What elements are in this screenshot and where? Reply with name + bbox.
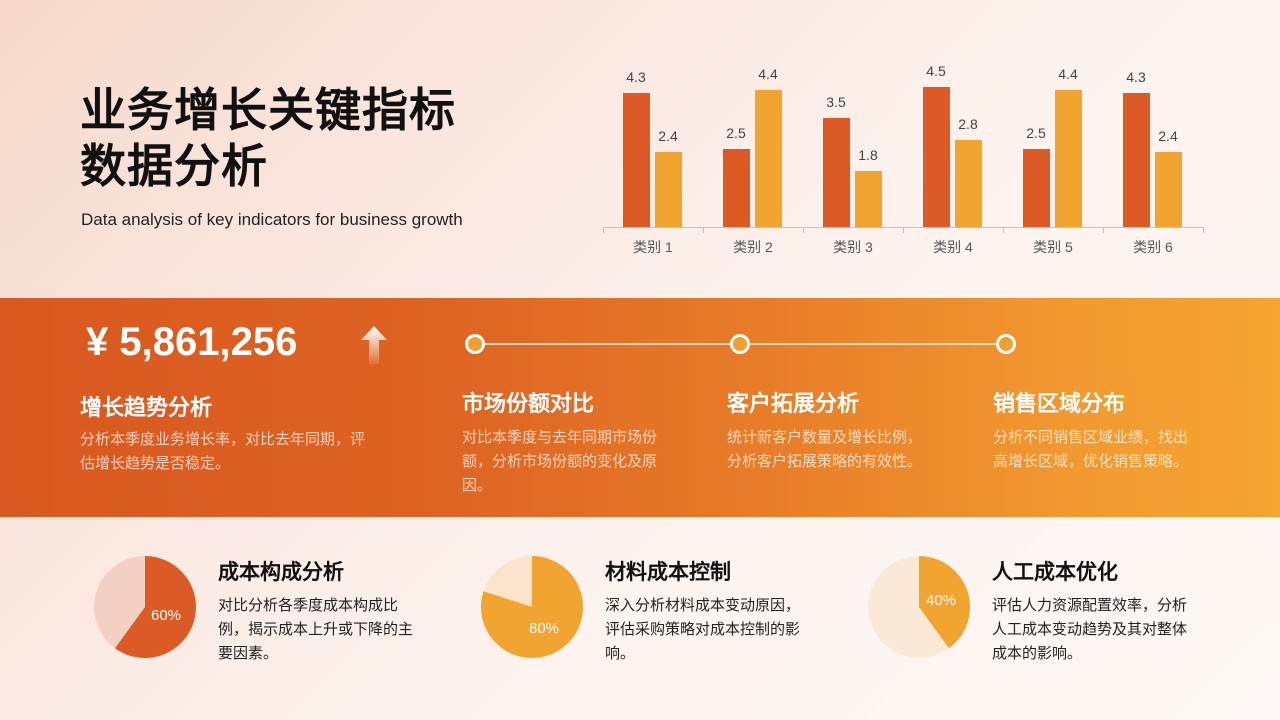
total-amount: ¥ 5,861,256 [86, 320, 298, 364]
pie-chart-cost-composition [94, 556, 196, 658]
bar [1055, 90, 1082, 227]
bar-group: 4.5 2.8 [903, 50, 1003, 227]
pie-chart-labor-cost [868, 556, 970, 658]
title-line-2: 数据分析 [80, 139, 268, 193]
band-item-title: 市场份额对比 [462, 392, 595, 417]
bar-chart: 4.3 2.4 类别 1 2.5 4.4 类别 2 3.5 1.8 类别 3 4.5 2.8 类别 4… [603, 50, 1204, 270]
cost-text: 深入分析材料成本变动原因，评估采购策略对成本控制的影响。 [605, 597, 801, 662]
subtitle: Data analysis of key indicators for busi… [81, 210, 463, 229]
bar-group: 4.3 2.4 [1103, 50, 1203, 227]
cost-text: 评估人力资源配置效率，分析人工成本变动趋势及其对整体成本的影响。 [992, 597, 1188, 662]
axis-tick [603, 227, 604, 233]
category-label: 类别 3 [833, 239, 873, 255]
bar [655, 152, 682, 227]
cost-title: 人工成本优化 [992, 560, 1118, 584]
bar-group: 3.5 1.8 [803, 50, 903, 227]
bar [855, 171, 882, 227]
bar-value-label: 4.5 [926, 63, 946, 79]
bar-value-label: 2.5 [1026, 125, 1046, 142]
cost-title: 材料成本控制 [605, 560, 731, 584]
axis-tick [803, 227, 804, 233]
pie-percent: 60% [151, 607, 182, 624]
bar-group: 4.3 2.4 [603, 50, 703, 227]
bar [823, 118, 850, 227]
axis-tick [1003, 227, 1004, 233]
cost-text: 对比分析各季度成本构成比例，揭示成本上升或下降的主要因素。 [218, 597, 414, 662]
axis-tick [1103, 227, 1104, 233]
pie-chart-material-cost [481, 556, 583, 658]
bar [723, 149, 750, 227]
band-item-text: 统计新客户数量及增长比例，分析客户拓展策略的有效性。 [727, 429, 923, 470]
band-item-title: 增长趋势分析 [80, 396, 213, 421]
page-title: 业务增长关键指标 数据分析 [80, 82, 456, 194]
timeline-dot [730, 334, 750, 354]
category-label: 类别 4 [933, 239, 973, 255]
axis-tick [903, 227, 904, 233]
band-item-text: 分析本季度业务增长率，对比去年同期，评估增长趋势是否稳定。 [80, 431, 366, 472]
bar-value-label: 2.4 [1158, 128, 1178, 145]
title-line-1: 业务增长关键指标 [80, 83, 456, 137]
arrow-up-icon [361, 326, 387, 364]
bar-value-label: 2.4 [658, 128, 678, 145]
bar-value-label: 2.8 [958, 115, 978, 132]
bar-value-label: 4.3 [1126, 69, 1146, 86]
axis-tick [703, 227, 704, 233]
bar-value-label: 1.8 [858, 147, 878, 163]
bar [1123, 93, 1150, 227]
bar-group: 2.5 4.4 [703, 50, 803, 227]
category-label: 类别 5 [1033, 239, 1073, 255]
band-item-text: 对比本季度与去年同期市场份额，分析市场份额的变化及原因。 [462, 429, 658, 494]
bar [1023, 149, 1050, 227]
bar-group: 2.5 4.4 [1003, 50, 1103, 227]
category-label: 类别 1 [633, 239, 673, 255]
bar [923, 87, 950, 227]
pie-percent: 40% [926, 592, 957, 609]
bar [1155, 152, 1182, 227]
bar [623, 93, 650, 227]
bar [755, 90, 782, 227]
cost-title: 成本构成分析 [218, 560, 344, 584]
band-item-title: 销售区域分布 [993, 392, 1126, 417]
bar-value-label: 2.5 [726, 125, 746, 142]
timeline-dot [465, 334, 485, 354]
kpi-band [0, 298, 1280, 517]
axis-tick [1203, 227, 1204, 233]
bar-value-label: 4.4 [758, 66, 778, 83]
bar-value-label: 4.3 [626, 69, 646, 86]
bar-value-label: 3.5 [826, 94, 846, 111]
band-item-title: 客户拓展分析 [727, 392, 860, 417]
bar-value-label: 4.4 [1058, 66, 1078, 83]
bar [955, 139, 982, 227]
band-item-text: 分析不同销售区域业绩，找出高增长区域，优化销售策略。 [993, 429, 1189, 470]
category-label: 类别 2 [733, 239, 773, 255]
timeline-dot [996, 334, 1016, 354]
category-label: 类别 6 [1133, 239, 1173, 255]
pie-percent: 80% [529, 620, 560, 637]
